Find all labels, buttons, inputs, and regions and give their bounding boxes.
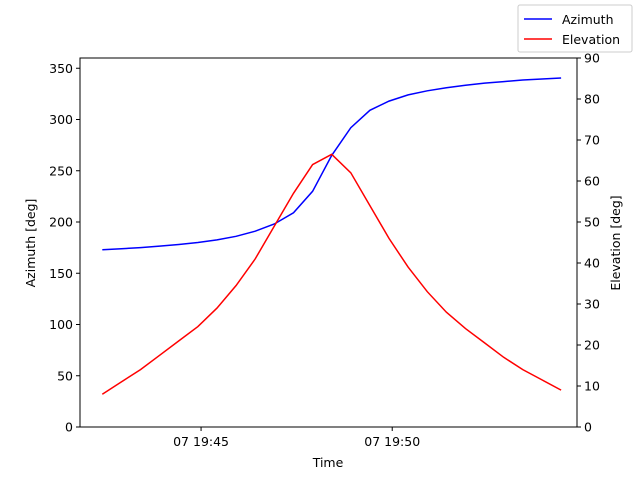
right-y-axis-label: Elevation [deg] xyxy=(608,195,623,290)
left-y-tick-label: 300 xyxy=(49,112,73,127)
left-y-axis-label: Azimuth [deg] xyxy=(23,199,38,288)
series-line-azimuth xyxy=(102,77,562,251)
right-y-tick-label: 50 xyxy=(584,215,600,230)
axes: 0 50 100 150 200 250 300 350 0 10 20 30 40 50 60 70 80 90… xyxy=(49,51,600,450)
left-y-tick-label: 150 xyxy=(49,266,73,281)
legend-box xyxy=(517,4,633,53)
legend-elevation-label: Elevation xyxy=(562,32,620,47)
right-y-tick-label: 60 xyxy=(584,174,600,189)
plot-frame xyxy=(79,57,578,428)
right-y-tick-label: 0 xyxy=(584,420,592,435)
right-y-tick-label: 70 xyxy=(584,133,600,148)
x-tick-label: 07 19:45 xyxy=(173,434,229,449)
right-y-tick-label: 90 xyxy=(584,51,600,66)
right-y-tick-label: 30 xyxy=(584,297,600,312)
left-y-tick-label: 50 xyxy=(57,368,73,383)
left-y-tick-label: 100 xyxy=(49,317,73,332)
left-y-tick-label: 0 xyxy=(65,420,73,435)
plot-area xyxy=(101,77,562,395)
x-axis-label: Time xyxy=(312,455,344,470)
left-y-tick-label: 250 xyxy=(49,163,73,178)
right-y-tick-label: 80 xyxy=(584,92,600,107)
right-y-tick-label: 10 xyxy=(584,379,600,394)
legend-azimuth-label: Azimuth xyxy=(562,12,614,27)
left-y-tick-label: 350 xyxy=(49,61,73,76)
left-y-tick-label: 200 xyxy=(49,215,73,230)
legend: Azimuth Elevation xyxy=(517,4,633,53)
series-line-elevation xyxy=(101,153,562,395)
right-y-tick-label: 20 xyxy=(584,338,600,353)
right-y-tick-label: 40 xyxy=(584,256,600,271)
x-tick-label: 07 19:50 xyxy=(364,434,420,449)
